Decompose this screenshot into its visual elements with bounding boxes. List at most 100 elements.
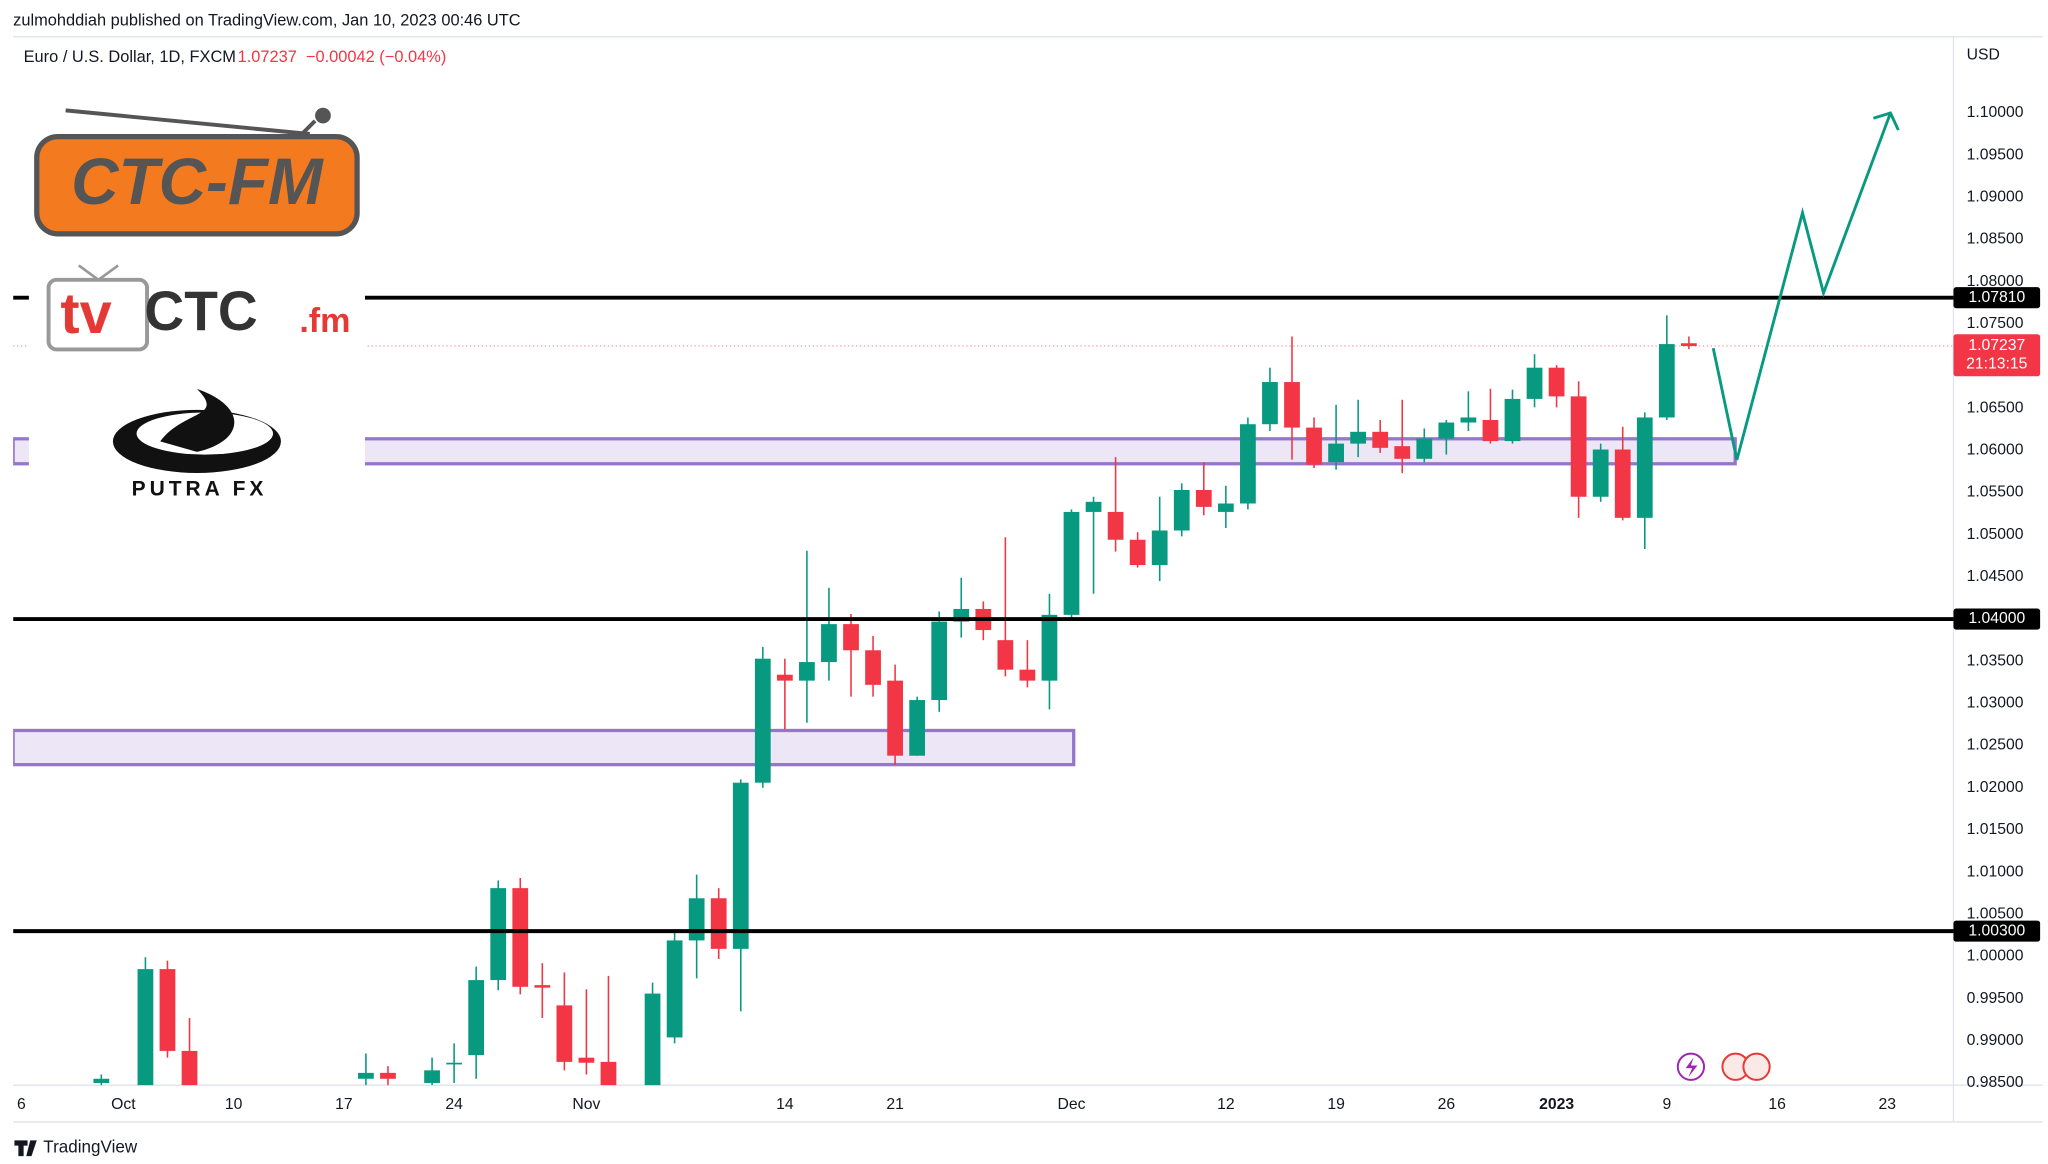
logo-putra: PUTRA FX — [132, 478, 268, 501]
x-tick-label: Oct — [111, 1096, 136, 1113]
body — [159, 969, 176, 1051]
body — [1614, 449, 1631, 518]
y-tick-label: 1.03500 — [1967, 652, 2024, 669]
body — [468, 980, 485, 1056]
body — [446, 1062, 462, 1065]
body — [1195, 490, 1212, 507]
event-flag — [1742, 1052, 1771, 1081]
body — [1482, 419, 1499, 442]
legend-price: 1.07237 — [238, 48, 297, 66]
body — [1416, 438, 1433, 459]
x-tick-label: 16 — [1768, 1096, 1786, 1113]
body — [1350, 431, 1367, 444]
y-tick-label: 1.06000 — [1967, 442, 2024, 459]
projection-arrow — [1711, 112, 1892, 461]
antenna-knob — [315, 107, 331, 124]
y-tick-label: 0.99500 — [1967, 990, 2024, 1007]
body — [1151, 530, 1168, 566]
body — [1636, 417, 1653, 518]
logos: CTC-FM tv CTC .fm PUTRA FX — [28, 107, 365, 513]
body — [821, 624, 837, 663]
body — [776, 674, 793, 681]
body — [710, 898, 727, 949]
body — [1240, 424, 1256, 504]
y-tick-label: 1.09500 — [1967, 146, 2024, 163]
y-tick-label: 1.04500 — [1967, 568, 2024, 585]
logo-ctcfm-box — [34, 134, 360, 237]
logo-tv: tv — [60, 282, 111, 346]
body — [754, 658, 771, 783]
axes: 0.98500 0.99000 0.99500 1.00000 1.00500 1.010… — [17, 104, 2041, 1113]
body — [512, 888, 529, 987]
body — [997, 640, 1014, 670]
body — [1173, 490, 1190, 531]
y-tick-label: 1.01500 — [1967, 821, 2024, 838]
body — [1504, 398, 1521, 442]
body — [1262, 382, 1278, 425]
body — [931, 621, 948, 701]
body — [666, 940, 683, 1038]
logo-ctcfm: CTC-FM — [71, 145, 324, 218]
level-label: 1.04000 — [1968, 610, 2025, 627]
body — [1460, 417, 1477, 423]
level-badge — [1953, 287, 2041, 309]
body — [1372, 431, 1389, 448]
body — [358, 1072, 374, 1079]
body — [1063, 511, 1080, 615]
event-icons — [1676, 1052, 1771, 1081]
price-label: 1.07237 — [1968, 337, 2025, 354]
body — [1570, 396, 1587, 497]
y-tick-label: 0.98500 — [1967, 1074, 2024, 1091]
drawings — [1711, 111, 1900, 461]
body — [1085, 501, 1102, 512]
body — [556, 1005, 573, 1062]
y-tick-label: 1.10000 — [1967, 104, 2024, 121]
x-tick-label: 14 — [776, 1096, 794, 1113]
body — [600, 1061, 617, 1086]
countdown: 21:13:15 — [1966, 356, 2028, 373]
symbol: Euro / U.S. Dollar, 1D, FXCM — [24, 48, 236, 66]
x-tick-label: 21 — [886, 1096, 904, 1113]
x-tick-label: 23 — [1879, 1096, 1897, 1113]
body — [843, 624, 859, 651]
body — [1526, 367, 1543, 399]
y-tick-label: 1.05000 — [1967, 526, 2024, 543]
swirl-flame — [160, 388, 235, 452]
publisher-note: zulmohddiah published on TradingView.com… — [13, 11, 521, 29]
body — [865, 650, 881, 685]
body — [181, 1050, 198, 1086]
body — [534, 985, 551, 988]
body — [732, 782, 749, 949]
body — [1306, 427, 1322, 465]
x-tick-label: 24 — [445, 1096, 463, 1113]
body — [93, 1078, 110, 1083]
body — [380, 1072, 396, 1079]
legend-change: −0.00042 (−0.04%) — [306, 48, 446, 66]
antenna — [65, 108, 311, 136]
level-label: 1.00300 — [1968, 922, 2025, 939]
x-tick-label: 2023 — [1539, 1096, 1574, 1113]
y-tick-label: 1.08500 — [1967, 231, 2024, 248]
body — [137, 969, 154, 1086]
body — [1107, 511, 1124, 540]
x-tick-label: 10 — [225, 1096, 243, 1113]
footer: TradingView — [43, 1138, 138, 1157]
body — [887, 680, 903, 756]
y-tick-label: 1.06500 — [1967, 399, 2024, 416]
event-bolt — [1685, 1057, 1698, 1078]
level-badge — [1953, 608, 2041, 630]
plot — [13, 295, 1954, 1086]
body — [490, 888, 507, 981]
body — [1217, 503, 1234, 512]
body — [909, 700, 926, 756]
level-badge — [1953, 920, 2041, 942]
body — [688, 898, 705, 941]
x-tick-label: Nov — [572, 1096, 600, 1113]
y-tick-label: 1.00500 — [1967, 905, 2024, 922]
y-tick-label: 1.09000 — [1967, 188, 2024, 205]
y-tick-label: 1.08000 — [1967, 273, 2024, 290]
currency: USD — [1967, 46, 2000, 63]
body — [1438, 422, 1455, 439]
